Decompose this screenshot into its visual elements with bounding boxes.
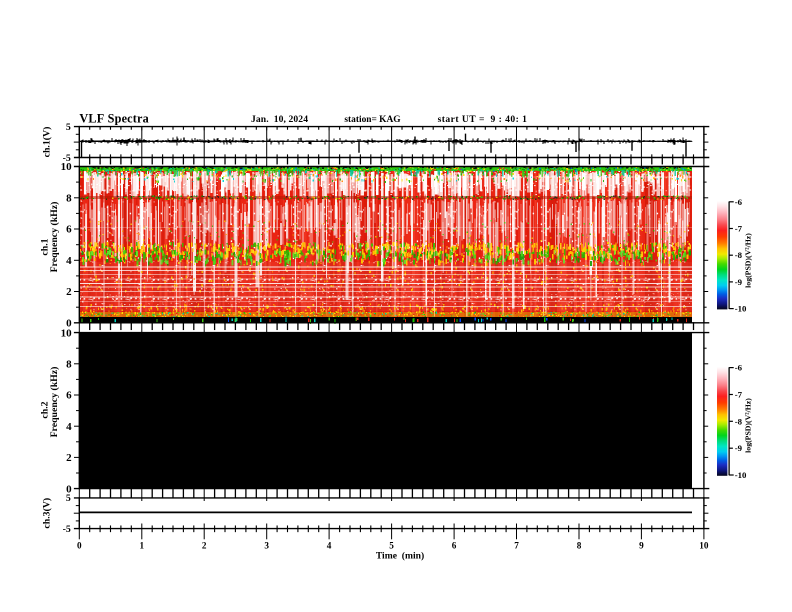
svg-text:-9: -9 bbox=[735, 277, 743, 287]
svg-text:6: 6 bbox=[452, 541, 457, 551]
svg-text:-7: -7 bbox=[735, 224, 743, 234]
svg-text:Time (min): Time (min) bbox=[376, 551, 424, 562]
svg-text:10: 10 bbox=[699, 541, 709, 551]
svg-text:5: 5 bbox=[66, 493, 71, 504]
svg-text:-10: -10 bbox=[735, 304, 747, 314]
svg-text:2: 2 bbox=[66, 452, 72, 464]
svg-text:start UT = 9 : 40: 1: start UT = 9 : 40: 1 bbox=[438, 114, 528, 125]
svg-text:Jan. 10, 2024: Jan. 10, 2024 bbox=[251, 114, 308, 125]
svg-text:9: 9 bbox=[639, 541, 644, 551]
svg-text:5: 5 bbox=[66, 122, 71, 133]
svg-text:-8: -8 bbox=[735, 416, 743, 426]
svg-text:4: 4 bbox=[327, 541, 332, 551]
svg-text:-10: -10 bbox=[735, 470, 747, 480]
svg-text:6: 6 bbox=[66, 224, 72, 236]
svg-text:7: 7 bbox=[514, 541, 519, 551]
svg-text:8: 8 bbox=[577, 541, 582, 551]
svg-text:-7: -7 bbox=[735, 390, 743, 400]
svg-text:log(PSD)(V²/Hz): log(PSD)(V²/Hz) bbox=[744, 233, 753, 288]
svg-text:ch.3(V): ch.3(V) bbox=[42, 498, 53, 529]
svg-text:-5: -5 bbox=[63, 153, 71, 164]
svg-text:10: 10 bbox=[61, 161, 73, 173]
svg-text:0: 0 bbox=[77, 541, 82, 551]
svg-text:Frequency (kHz): Frequency (kHz) bbox=[49, 367, 60, 438]
svg-text:8: 8 bbox=[66, 193, 72, 205]
svg-text:10: 10 bbox=[61, 327, 73, 339]
svg-text:ch.1(V): ch.1(V) bbox=[42, 127, 53, 158]
svg-text:ch.2: ch.2 bbox=[40, 401, 51, 418]
svg-text:-6: -6 bbox=[735, 363, 743, 373]
svg-text:2: 2 bbox=[66, 286, 72, 298]
svg-text:log(PSD)(V²/Hz): log(PSD)(V²/Hz) bbox=[744, 398, 753, 453]
svg-text:VLF Spectra: VLF Spectra bbox=[79, 112, 149, 126]
svg-text:Frequency (kHz): Frequency (kHz) bbox=[49, 202, 60, 273]
svg-text:2: 2 bbox=[202, 541, 207, 551]
svg-text:3: 3 bbox=[264, 541, 269, 551]
svg-text:0: 0 bbox=[66, 483, 72, 495]
svg-text:4: 4 bbox=[66, 421, 72, 433]
svg-text:8: 8 bbox=[66, 359, 72, 371]
svg-text:station= KAG: station= KAG bbox=[344, 115, 401, 125]
svg-text:-5: -5 bbox=[63, 524, 71, 535]
svg-text:4: 4 bbox=[66, 255, 72, 267]
svg-text:5: 5 bbox=[389, 541, 394, 551]
svg-text:1: 1 bbox=[140, 541, 145, 551]
svg-text:-8: -8 bbox=[735, 250, 743, 260]
svg-text:0: 0 bbox=[66, 318, 72, 330]
svg-text:ch.1: ch.1 bbox=[40, 238, 51, 255]
svg-text:-6: -6 bbox=[735, 197, 743, 207]
svg-text:-9: -9 bbox=[735, 443, 743, 453]
svg-text:6: 6 bbox=[66, 390, 72, 402]
